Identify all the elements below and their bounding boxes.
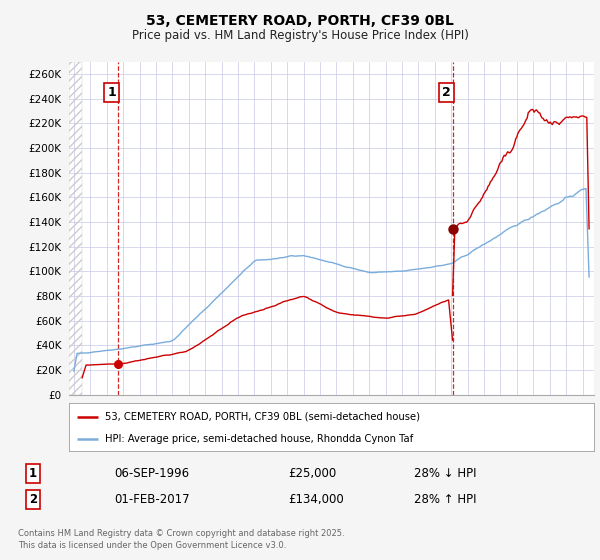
Text: 28% ↑ HPI: 28% ↑ HPI bbox=[414, 493, 476, 506]
Text: 2: 2 bbox=[442, 86, 451, 99]
Text: £25,000: £25,000 bbox=[288, 466, 336, 480]
Text: 53, CEMETERY ROAD, PORTH, CF39 0BL (semi-detached house): 53, CEMETERY ROAD, PORTH, CF39 0BL (semi… bbox=[105, 412, 420, 422]
Text: 1: 1 bbox=[29, 466, 37, 480]
Text: 01-FEB-2017: 01-FEB-2017 bbox=[114, 493, 190, 506]
Text: 53, CEMETERY ROAD, PORTH, CF39 0BL: 53, CEMETERY ROAD, PORTH, CF39 0BL bbox=[146, 14, 454, 28]
Text: Price paid vs. HM Land Registry's House Price Index (HPI): Price paid vs. HM Land Registry's House … bbox=[131, 29, 469, 42]
Text: 06-SEP-1996: 06-SEP-1996 bbox=[114, 466, 189, 480]
Text: £134,000: £134,000 bbox=[288, 493, 344, 506]
Text: HPI: Average price, semi-detached house, Rhondda Cynon Taf: HPI: Average price, semi-detached house,… bbox=[105, 434, 413, 444]
Text: 28% ↓ HPI: 28% ↓ HPI bbox=[414, 466, 476, 480]
Text: Contains HM Land Registry data © Crown copyright and database right 2025.
This d: Contains HM Land Registry data © Crown c… bbox=[18, 529, 344, 550]
Text: 2: 2 bbox=[29, 493, 37, 506]
Text: 1: 1 bbox=[107, 86, 116, 99]
